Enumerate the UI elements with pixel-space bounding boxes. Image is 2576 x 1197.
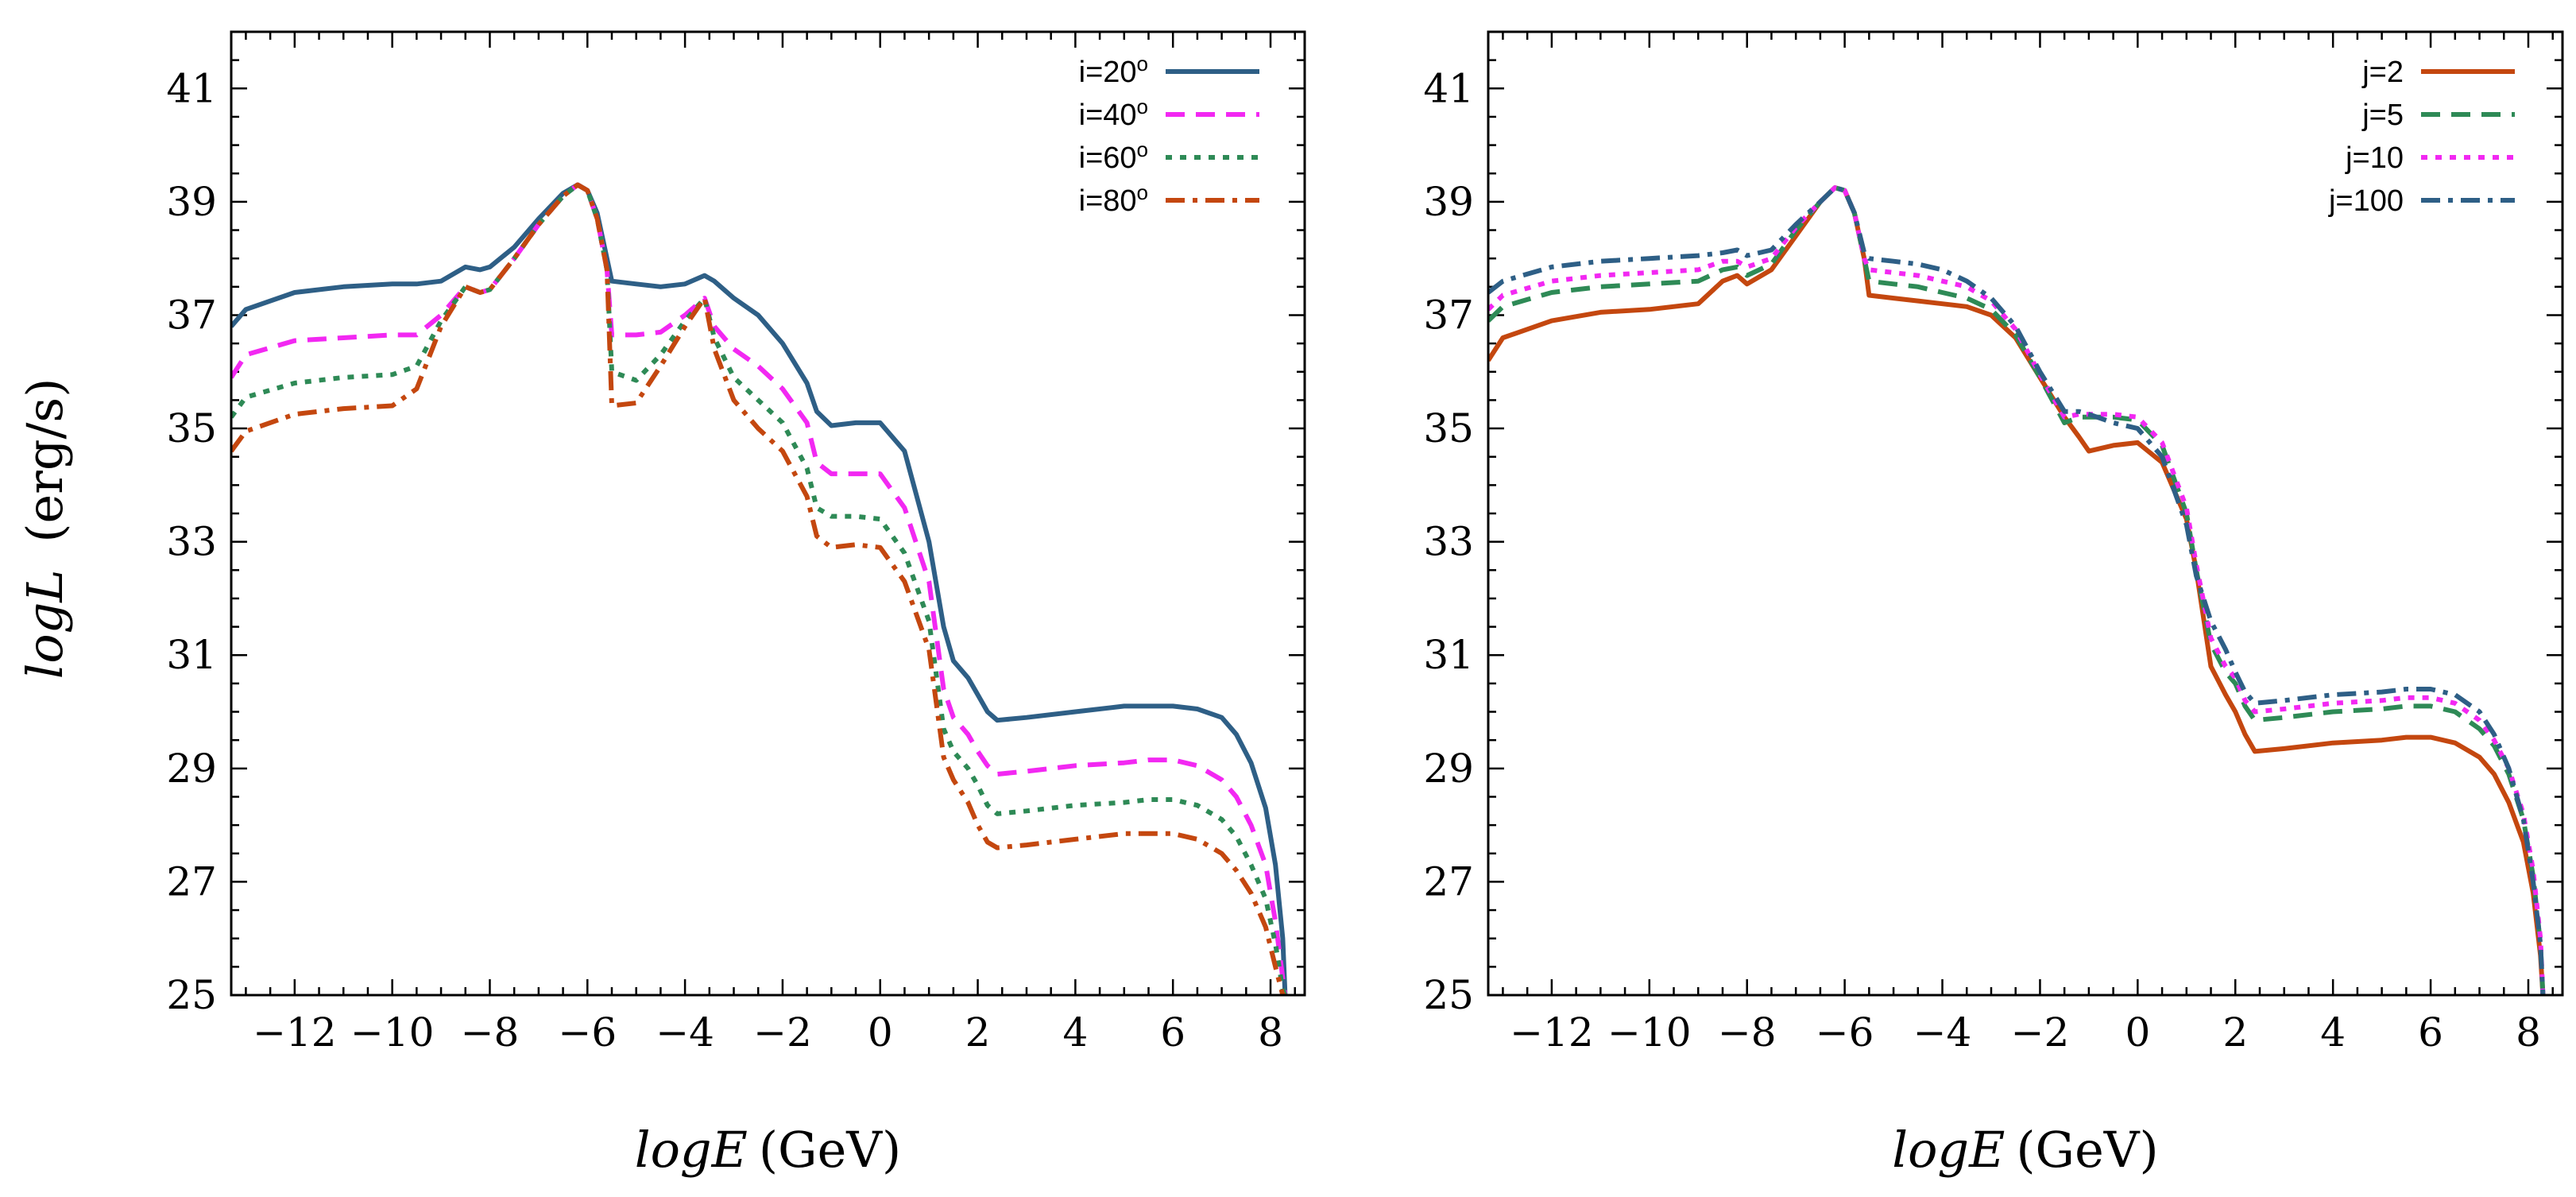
legend-label: j=100: [2328, 184, 2404, 218]
legend-label-text: i=40: [1079, 99, 1137, 132]
legend-label-text: i=80: [1079, 184, 1137, 218]
y-tick-label: 31: [1423, 632, 1474, 678]
plot-frame: [230, 30, 1306, 997]
x-axis-label-unit: (GeV): [2016, 1121, 2158, 1179]
legend-label-text: j=100: [2328, 184, 2404, 218]
legend-degree-sup: o: [1137, 180, 1148, 204]
y-axis-label-var: logL: [16, 569, 74, 679]
series-line-i-40: [231, 182, 1288, 995]
x-tick-label: −4: [656, 1009, 714, 1056]
x-axis-label-var: logE: [1892, 1121, 2005, 1179]
x-tick-label: 6: [2418, 1009, 2443, 1056]
legend-label: i=60o: [1079, 138, 1148, 175]
y-tick-label: 35: [1423, 405, 1474, 451]
y-tick-label: 35: [166, 405, 217, 451]
y-tick-label: 37: [166, 292, 217, 338]
x-tick-label: −10: [350, 1009, 435, 1056]
legend-label: i=40o: [1079, 95, 1148, 132]
series-line-j-5: [1488, 185, 2546, 995]
legend-degree-sup: o: [1137, 95, 1148, 118]
y-tick-label: 41: [166, 65, 217, 111]
legend-label-text: j=5: [2361, 99, 2404, 132]
y-axis-label: logL (erg/s): [16, 378, 74, 680]
legend-label-text: j=2: [2361, 56, 2404, 89]
legend-label-text: i=20: [1079, 56, 1137, 89]
x-tick-label: 2: [2222, 1009, 2248, 1056]
y-tick-label: 27: [166, 858, 217, 905]
series-line-j-2: [1488, 185, 2546, 995]
x-tick-label: 8: [1258, 1009, 1283, 1056]
x-axis-label-unit: (GeV): [759, 1121, 901, 1179]
x-tick-label: 0: [868, 1009, 893, 1056]
x-axis-label: logE (GeV): [1892, 1121, 2158, 1179]
series-line-i-60: [231, 182, 1288, 995]
y-tick-label: 31: [166, 632, 217, 678]
y-axis-label-unit: (erg/s): [16, 378, 74, 543]
legend-degree-sup: o: [1137, 52, 1148, 76]
x-tick-label: −4: [1913, 1009, 1972, 1056]
x-tick-label: −2: [2011, 1009, 2070, 1056]
y-tick-label: 25: [166, 972, 217, 1018]
x-tick-label: −10: [1607, 1009, 1692, 1056]
x-tick-label: −12: [253, 1009, 337, 1056]
series-line-j-10: [1488, 185, 2546, 995]
legend-label: j=2: [2361, 56, 2404, 89]
x-tick-label: −8: [1718, 1009, 1777, 1056]
x-tick-label: 8: [2516, 1009, 2541, 1056]
series-line-i-80: [231, 182, 1286, 995]
x-tick-label: 2: [965, 1009, 991, 1056]
y-tick-label: 29: [1423, 746, 1474, 792]
right-panel-chart: −12 −10 −8 −6 −4 −2 0 2 4 6 8 25 27 29 31 33 35 37 39 41 j=2…: [1423, 30, 2564, 1179]
legend-label-text: i=60: [1079, 141, 1137, 175]
x-tick-label: −6: [558, 1009, 617, 1056]
y-tick-label: 37: [1423, 292, 1474, 338]
legend-label: j=5: [2361, 99, 2404, 132]
legend-degree-sup: o: [1137, 138, 1148, 161]
plot-frame: [1487, 30, 2564, 997]
x-tick-label: 6: [1160, 1009, 1186, 1056]
series-line-i-20: [231, 182, 1288, 995]
x-tick-label: −6: [1816, 1009, 1874, 1056]
x-axis-label-var: logE: [635, 1121, 748, 1179]
x-tick-label: −2: [753, 1009, 812, 1056]
series-line-j-100: [1488, 185, 2546, 995]
left-panel-chart: −12 −10 −8 −6 −4 −2 0 2 4 6 8 25 27 29 31 33 35 37 39 41 i=2…: [166, 30, 1306, 1179]
legend-label: i=80o: [1079, 180, 1148, 218]
y-tick-label: 29: [166, 746, 217, 792]
y-tick-label: 33: [166, 519, 217, 565]
x-tick-label: 0: [2125, 1009, 2150, 1056]
y-tick-label: 39: [166, 179, 217, 225]
x-tick-label: 4: [1062, 1009, 1088, 1056]
x-tick-label: −12: [1510, 1009, 1594, 1056]
y-tick-label: 39: [1423, 179, 1474, 225]
y-tick-label: 25: [1423, 972, 1474, 1018]
y-tick-label: 41: [1423, 65, 1474, 111]
y-tick-label: 33: [1423, 519, 1474, 565]
x-axis-label: logE (GeV): [635, 1121, 901, 1179]
x-tick-label: 4: [2320, 1009, 2346, 1056]
legend-label: i=20o: [1079, 52, 1148, 89]
x-tick-label: −8: [461, 1009, 520, 1056]
legend-label: j=10: [2345, 141, 2404, 175]
y-tick-label: 27: [1423, 858, 1474, 905]
legend-label-text: j=10: [2345, 141, 2404, 175]
